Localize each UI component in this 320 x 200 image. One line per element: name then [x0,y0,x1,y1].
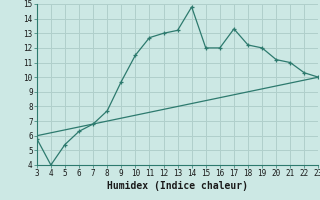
X-axis label: Humidex (Indice chaleur): Humidex (Indice chaleur) [107,181,248,191]
